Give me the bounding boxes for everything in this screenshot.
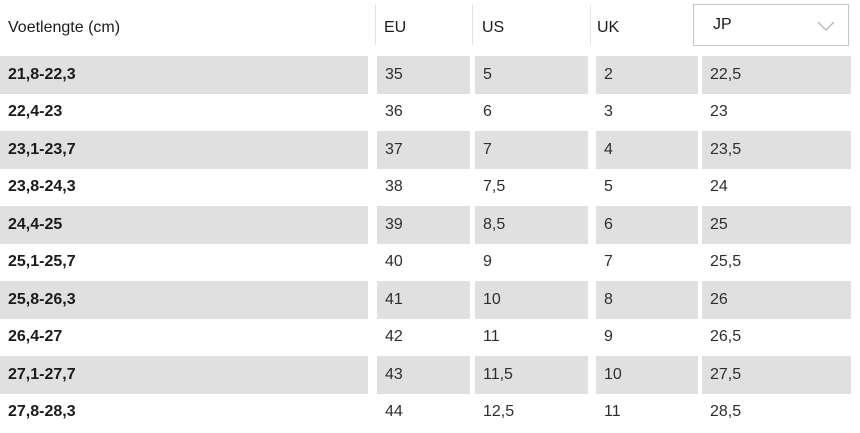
cell-jp: 28,5: [710, 403, 742, 421]
cell-us: 11,5: [475, 356, 588, 394]
cell-foot-length: 27,1-27,7: [0, 356, 368, 394]
cell-eu: 41: [377, 281, 470, 319]
cell-eu: 44: [385, 403, 403, 421]
cell-eu: 39: [377, 206, 470, 244]
cell-us: 11: [483, 328, 500, 346]
table-row: 25,1-25,7 40 9 7 25,5: [0, 244, 860, 282]
cell-uk: 6: [596, 206, 698, 244]
region-select-value: JP: [713, 16, 732, 33]
cell-us: 7: [475, 131, 588, 169]
table-body: 21,8-22,3 35 5 2 22,5 22,4-23 36 6 3 23 23,1-23,7 3…: [0, 56, 860, 431]
table-row: 27,1-27,7 43 11,5 10 27,5: [0, 356, 860, 394]
cell-foot-length: 24,4-25: [0, 206, 368, 244]
table-row: 27,8-28,3 44 12,5 11 28,5: [0, 394, 860, 432]
cell-jp: 25,5: [710, 253, 742, 271]
cell-foot-length: 26,4-27: [8, 328, 63, 346]
cell-jp: 26,5: [710, 328, 742, 346]
column-header-foot-length: Voetlengte (cm): [8, 19, 121, 36]
column-header-eu: EU: [384, 19, 407, 36]
table-row: 22,4-23 36 6 3 23: [0, 94, 860, 132]
cell-eu: 37: [377, 131, 470, 169]
header-separator: [590, 5, 591, 45]
cell-eu: 35: [377, 56, 470, 94]
cell-us: 7,5: [483, 178, 506, 196]
cell-eu: 43: [377, 356, 470, 394]
table-row: 26,4-27 42 11 9 26,5: [0, 319, 860, 357]
cell-us: 9: [483, 253, 492, 271]
cell-jp: 24: [710, 178, 728, 196]
cell-us: 8,5: [475, 206, 588, 244]
cell-foot-length: 22,4-23: [8, 103, 63, 121]
cell-jp: 23,5: [702, 131, 851, 169]
cell-uk: 2: [596, 56, 698, 94]
cell-uk: 9: [604, 328, 613, 346]
region-select-dropdown[interactable]: JP: [693, 4, 849, 46]
table-row: 23,8-24,3 38 7,5 5 24: [0, 169, 860, 207]
cell-us: 6: [483, 103, 492, 121]
cell-uk: 8: [596, 281, 698, 319]
cell-eu: 40: [385, 253, 403, 271]
column-header-uk: UK: [597, 19, 620, 36]
cell-foot-length: 23,8-24,3: [8, 178, 76, 196]
cell-uk: 3: [604, 103, 613, 121]
cell-uk: 7: [604, 253, 613, 271]
cell-foot-length: 23,1-23,7: [0, 131, 368, 169]
column-header-us: US: [482, 19, 505, 36]
cell-jp: 27,5: [702, 356, 851, 394]
cell-foot-length: 25,1-25,7: [8, 253, 76, 271]
header-separator: [375, 5, 376, 45]
table-row: 21,8-22,3 35 5 2 22,5: [0, 56, 860, 94]
cell-jp: 22,5: [702, 56, 851, 94]
cell-uk: 4: [596, 131, 698, 169]
cell-foot-length: 27,8-28,3: [8, 403, 76, 421]
cell-jp: 26: [702, 281, 851, 319]
cell-uk: 5: [604, 178, 613, 196]
header-separator: [472, 5, 473, 45]
cell-us: 10: [475, 281, 588, 319]
cell-jp: 23: [710, 103, 728, 121]
table-row: 25,8-26,3 41 10 8 26: [0, 281, 860, 319]
chevron-down-icon: [817, 21, 835, 31]
cell-foot-length: 25,8-26,3: [0, 281, 368, 319]
cell-eu: 38: [385, 178, 403, 196]
cell-uk: 11: [604, 403, 621, 421]
table-header-row: Voetlengte (cm) EU US UK JP: [0, 0, 860, 56]
cell-foot-length: 21,8-22,3: [0, 56, 368, 94]
cell-us: 12,5: [483, 403, 515, 421]
cell-jp: 25: [702, 206, 851, 244]
table-row: 23,1-23,7 37 7 4 23,5: [0, 131, 860, 169]
cell-eu: 36: [385, 103, 403, 121]
cell-us: 5: [475, 56, 588, 94]
cell-eu: 42: [385, 328, 403, 346]
table-row: 24,4-25 39 8,5 6 25: [0, 206, 860, 244]
cell-uk: 10: [596, 356, 698, 394]
